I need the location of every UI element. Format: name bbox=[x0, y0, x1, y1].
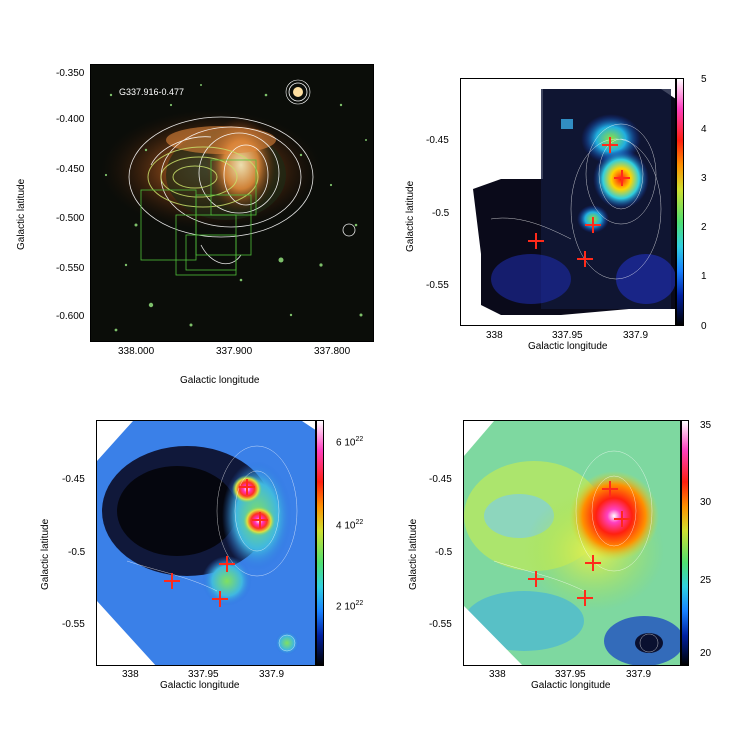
panel-a-ytick: -0.400 bbox=[56, 114, 85, 125]
panel-d-ytick: -0.55 bbox=[429, 619, 452, 630]
panel-b-cbtick: 2 bbox=[701, 222, 707, 233]
panel-c-xlabel: Galactic longitude bbox=[160, 680, 240, 691]
star-field bbox=[104, 84, 367, 332]
panel-c-cbtick-exp: 22 bbox=[355, 436, 364, 443]
panel-a-image: G337.916-0.477 bbox=[90, 64, 374, 342]
panel-b-cbtick: 0 bbox=[701, 321, 707, 332]
panel-d-cbtick: 35 bbox=[700, 420, 712, 431]
panel-d-ylabel: Galactic latitude bbox=[408, 518, 419, 590]
panel-a-xtick: 337.900 bbox=[216, 346, 253, 357]
panel-c-cbtick-value: 6 10 bbox=[336, 437, 356, 449]
panel-b-ylabel: Galactic latitude bbox=[405, 180, 416, 252]
panel-c-cbtick-exp: 22 bbox=[355, 519, 364, 526]
panel-c-xtick: 337.95 bbox=[188, 669, 219, 680]
panel-a-ytick: -0.450 bbox=[56, 164, 85, 175]
panel-c-ytick: -0.45 bbox=[62, 474, 85, 485]
panel-b-cbtick: 4 bbox=[701, 124, 707, 135]
panel-c-colorbar bbox=[316, 420, 324, 666]
panel-a-ytick: -0.550 bbox=[56, 263, 85, 274]
panel-b-cbtick: 5 bbox=[701, 74, 707, 85]
panel-b-xtick: 338 bbox=[486, 330, 503, 341]
panel-b-ytick: -0.5 bbox=[432, 208, 450, 219]
panel-a-xtick: 337.800 bbox=[314, 346, 351, 357]
panel-b-xtick: 337.9 bbox=[623, 330, 649, 341]
panel-c-ylabel: Galactic latitude bbox=[40, 518, 51, 590]
panel-b-colorbar bbox=[676, 78, 684, 326]
panel-a-xlabel: Galactic longitude bbox=[180, 375, 260, 386]
panel-d-image bbox=[463, 420, 681, 666]
panel-b-xlabel: Galactic longitude bbox=[528, 341, 608, 352]
panel-a-ytick: -0.350 bbox=[56, 68, 85, 79]
panel-c-image bbox=[96, 420, 316, 666]
panel-c-cbtick-exp: 22 bbox=[355, 600, 364, 607]
panel-c-xtick: 337.9 bbox=[259, 669, 285, 680]
panel-c-cbtick: 6 1022 bbox=[336, 436, 363, 448]
panel-c-cbtick: 2 1022 bbox=[336, 600, 363, 612]
panel-a-ytick: -0.600 bbox=[56, 311, 85, 322]
panel-b-ytick: -0.45 bbox=[426, 135, 449, 146]
panel-a-ylabel: Galactic latitude bbox=[16, 178, 27, 250]
panel-b-xtick: 337.95 bbox=[552, 330, 583, 341]
panel-a-ytick: -0.500 bbox=[56, 213, 85, 224]
panel-b-cbtick: 3 bbox=[701, 173, 707, 184]
panel-d-cbtick: 30 bbox=[700, 497, 712, 508]
panel-a-svg bbox=[101, 79, 367, 332]
panel-d-ytick: -0.45 bbox=[429, 474, 452, 485]
panel-c-cbtick: 4 1022 bbox=[336, 519, 363, 531]
panel-d-cbtick: 25 bbox=[700, 575, 712, 586]
panel-d-xtick: 338 bbox=[489, 669, 506, 680]
panel-d-colorbar bbox=[681, 420, 689, 666]
panel-a-xtick: 338.000 bbox=[118, 346, 155, 357]
panel-c-ytick: -0.5 bbox=[68, 547, 86, 558]
panel-b-cbtick: 1 bbox=[701, 271, 707, 282]
panel-b-ytick: -0.55 bbox=[426, 280, 449, 291]
panel-c-cbtick-value: 4 10 bbox=[336, 520, 356, 532]
source-label: G337.916-0.477 bbox=[119, 87, 185, 97]
panel-c-svg bbox=[97, 421, 315, 665]
panel-d-svg bbox=[464, 421, 680, 665]
panel-d-ytick: -0.5 bbox=[435, 547, 453, 558]
panel-d-xtick: 337.9 bbox=[626, 669, 652, 680]
panel-d-xlabel: Galactic longitude bbox=[531, 680, 611, 691]
panel-d-xtick: 337.95 bbox=[555, 669, 586, 680]
panel-b-svg bbox=[473, 89, 675, 315]
panel-b-image bbox=[460, 78, 676, 326]
panel-d-cbtick: 20 bbox=[700, 648, 712, 659]
panel-c-xtick: 338 bbox=[122, 669, 139, 680]
panel-c-cbtick-value: 2 10 bbox=[336, 601, 356, 613]
panel-c-ytick: -0.55 bbox=[62, 619, 85, 630]
